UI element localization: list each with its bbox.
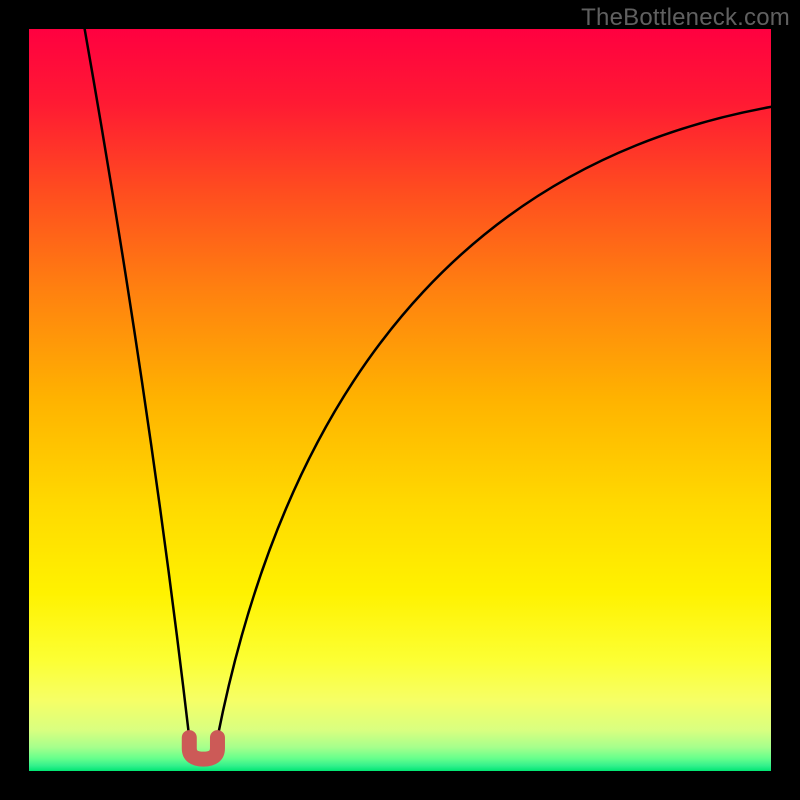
gradient-background xyxy=(29,29,771,771)
plot-area xyxy=(29,29,771,771)
bottleneck-chart-svg xyxy=(29,29,771,771)
figure-root: TheBottleneck.com xyxy=(0,0,800,800)
watermark-text: TheBottleneck.com xyxy=(581,4,790,32)
